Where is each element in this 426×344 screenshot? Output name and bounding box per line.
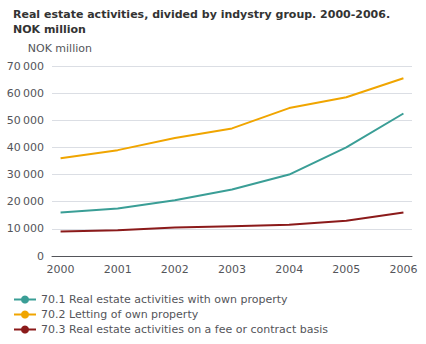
svg-text:10 000: 10 000 [7, 222, 44, 235]
svg-text:2002: 2002 [161, 263, 189, 276]
svg-text:20 000: 20 000 [7, 195, 44, 208]
svg-text:2003: 2003 [218, 263, 246, 276]
svg-text:2006: 2006 [389, 263, 417, 276]
svg-text:2004: 2004 [275, 263, 303, 276]
svg-text:70 000: 70 000 [7, 60, 44, 73]
svg-text:60 000: 60 000 [7, 87, 44, 100]
svg-text:NOK million: NOK million [28, 42, 92, 55]
svg-text:30 000: 30 000 [7, 168, 44, 181]
svg-text:2001: 2001 [104, 263, 132, 276]
svg-text:NOK million: NOK million [13, 23, 86, 36]
svg-text:2000: 2000 [47, 263, 75, 276]
svg-text:70.1 Real estate activities wi: 70.1 Real estate activities with own pro… [41, 293, 288, 306]
svg-text:Real estate activities, divide: Real estate activities, divided by indys… [13, 8, 390, 21]
svg-text:50 000: 50 000 [7, 114, 44, 127]
svg-text:0: 0 [37, 250, 44, 263]
svg-text:2005: 2005 [332, 263, 360, 276]
svg-text:70.3 Real estate activities on: 70.3 Real estate activities on a fee or … [41, 323, 328, 336]
svg-text:40 000: 40 000 [7, 141, 44, 154]
svg-text:70.2 Letting of own property: 70.2 Letting of own property [41, 308, 199, 321]
